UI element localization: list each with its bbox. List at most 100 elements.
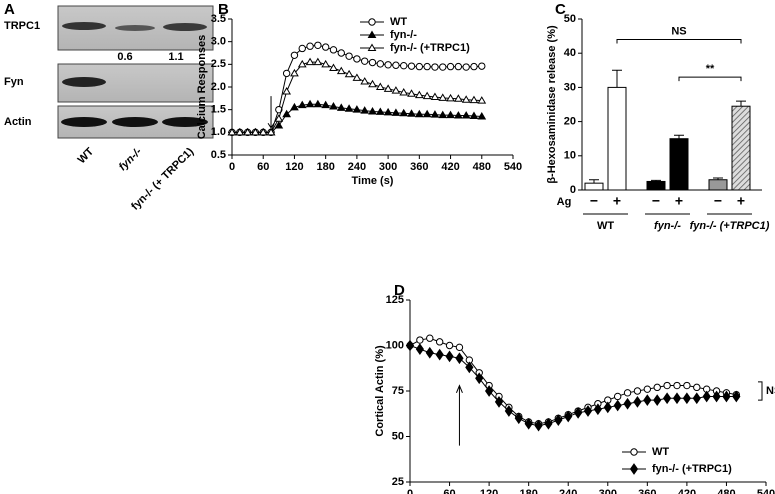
marker	[367, 30, 377, 38]
marker	[438, 110, 448, 119]
marker	[297, 59, 307, 68]
marker	[524, 417, 533, 430]
marker	[623, 397, 632, 410]
marker	[414, 109, 424, 118]
marker	[368, 106, 377, 115]
marker	[462, 63, 470, 71]
marker	[469, 111, 479, 120]
legend-label: WT	[652, 446, 669, 458]
marker	[235, 127, 245, 136]
y-tick-label: 3.5	[211, 13, 226, 25]
marker	[360, 77, 370, 85]
legend-label: fyn-/-	[390, 29, 417, 41]
marker	[673, 381, 681, 390]
arrow	[455, 384, 463, 446]
marker	[435, 338, 444, 346]
marker	[712, 390, 721, 403]
marker	[470, 62, 478, 71]
panel-letter: C	[555, 1, 566, 18]
band	[115, 25, 155, 31]
marker	[633, 396, 642, 408]
marker	[258, 127, 268, 136]
x-tick-label: −	[714, 193, 722, 209]
marker	[534, 419, 543, 432]
marker	[439, 63, 447, 71]
x-tick-label: 120	[285, 161, 303, 173]
y-tick-label: 1.0	[211, 126, 226, 138]
marker	[554, 414, 563, 426]
error-bar	[589, 179, 599, 184]
marker	[352, 105, 362, 113]
marker	[514, 412, 523, 425]
x-tick-label: 360	[410, 161, 428, 173]
y-axis-label: Calcium Responses	[196, 35, 208, 140]
x-axis-label: Time (s)	[352, 175, 394, 187]
panel-letter: B	[218, 1, 229, 18]
band	[162, 117, 208, 127]
panel-letter: D	[394, 282, 405, 299]
marker	[337, 49, 345, 57]
y-tick-label: 40	[564, 47, 576, 59]
x-tick-label: −	[652, 193, 660, 209]
marker	[313, 99, 323, 108]
marker	[683, 381, 691, 390]
row-label: Actin	[4, 116, 32, 128]
marker	[583, 405, 593, 417]
x-tick-label: −	[590, 193, 598, 209]
y-tick-label: 0	[570, 184, 576, 196]
marker	[243, 127, 252, 136]
x-tick-label: +	[675, 193, 683, 209]
marker	[336, 66, 346, 75]
y-tick-label: 30	[564, 81, 576, 93]
bar	[646, 180, 666, 191]
bar	[584, 182, 604, 191]
marker	[477, 111, 487, 120]
x-tick-label: 240	[348, 161, 366, 173]
marker	[368, 58, 377, 67]
x-tick-label: 540	[757, 488, 775, 494]
marker	[593, 403, 602, 416]
marker	[360, 106, 370, 114]
lane-label: WT	[76, 145, 97, 166]
marker	[613, 392, 622, 401]
marker	[426, 334, 434, 342]
marker	[422, 91, 432, 100]
marker	[453, 94, 463, 102]
x-tick-label: 480	[717, 488, 735, 494]
x-tick-label: +	[737, 193, 745, 209]
marker	[504, 405, 513, 417]
row-label: TRPC1	[4, 20, 40, 32]
marker	[455, 352, 464, 365]
marker	[345, 52, 353, 60]
legend-label: WT	[390, 16, 407, 28]
x-tick-label: 60	[443, 488, 455, 494]
y-tick-label: 100	[386, 339, 404, 351]
marker	[672, 392, 682, 405]
marker	[454, 62, 463, 71]
y-tick-label: 25	[392, 476, 404, 488]
marker	[313, 57, 323, 66]
marker	[367, 43, 377, 51]
marker	[653, 383, 661, 392]
y-tick-label: 1.5	[211, 104, 226, 116]
marker	[445, 341, 454, 350]
marker	[321, 100, 331, 109]
panel-letter: A	[4, 1, 15, 18]
marker	[415, 62, 424, 71]
marker	[630, 448, 638, 456]
marker	[643, 394, 652, 406]
error-bar	[713, 177, 723, 180]
y-tick-label: 125	[386, 294, 404, 306]
x-tick-label: 300	[379, 161, 397, 173]
group-label: WT	[597, 220, 614, 232]
y-tick-label: 20	[564, 116, 576, 128]
series-line	[409, 337, 737, 425]
row-label: Fyn	[4, 76, 24, 88]
marker	[633, 387, 642, 395]
band	[61, 117, 107, 127]
band	[112, 117, 158, 127]
marker	[692, 392, 701, 405]
error-bar	[612, 69, 622, 88]
marker	[453, 111, 463, 119]
x-tick-label: 60	[257, 161, 269, 173]
